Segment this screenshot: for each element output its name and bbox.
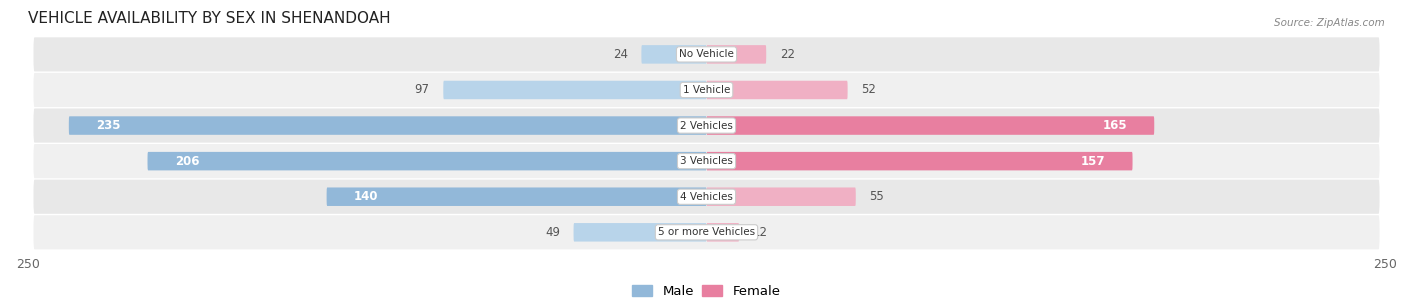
Text: 206: 206 (174, 155, 200, 168)
FancyBboxPatch shape (574, 223, 707, 242)
FancyBboxPatch shape (443, 81, 707, 99)
Text: 140: 140 (354, 190, 378, 203)
FancyBboxPatch shape (707, 188, 856, 206)
Text: 22: 22 (780, 48, 794, 61)
Text: 1 Vehicle: 1 Vehicle (683, 85, 730, 95)
FancyBboxPatch shape (707, 81, 848, 99)
FancyBboxPatch shape (34, 37, 1379, 71)
FancyBboxPatch shape (326, 188, 707, 206)
Text: 55: 55 (869, 190, 884, 203)
Text: No Vehicle: No Vehicle (679, 49, 734, 59)
Text: 3 Vehicles: 3 Vehicles (681, 156, 733, 166)
Text: 24: 24 (613, 48, 628, 61)
FancyBboxPatch shape (34, 109, 1379, 143)
FancyBboxPatch shape (148, 152, 707, 170)
Text: 2 Vehicles: 2 Vehicles (681, 120, 733, 131)
Text: VEHICLE AVAILABILITY BY SEX IN SHENANDOAH: VEHICLE AVAILABILITY BY SEX IN SHENANDOA… (28, 11, 391, 26)
Text: Source: ZipAtlas.com: Source: ZipAtlas.com (1274, 18, 1385, 28)
FancyBboxPatch shape (707, 116, 1154, 135)
FancyBboxPatch shape (34, 215, 1379, 249)
FancyBboxPatch shape (34, 73, 1379, 107)
Text: 165: 165 (1102, 119, 1128, 132)
FancyBboxPatch shape (641, 45, 707, 64)
Legend: Male, Female: Male, Female (627, 279, 786, 303)
Text: 235: 235 (96, 119, 121, 132)
Text: 52: 52 (862, 84, 876, 96)
FancyBboxPatch shape (707, 223, 740, 242)
FancyBboxPatch shape (69, 116, 707, 135)
Text: 157: 157 (1081, 155, 1105, 168)
Text: 49: 49 (546, 226, 560, 239)
Text: 97: 97 (415, 84, 430, 96)
Text: 12: 12 (752, 226, 768, 239)
FancyBboxPatch shape (707, 152, 1133, 170)
FancyBboxPatch shape (707, 45, 766, 64)
Text: 4 Vehicles: 4 Vehicles (681, 192, 733, 202)
FancyBboxPatch shape (34, 180, 1379, 214)
Text: 5 or more Vehicles: 5 or more Vehicles (658, 227, 755, 237)
FancyBboxPatch shape (34, 144, 1379, 178)
